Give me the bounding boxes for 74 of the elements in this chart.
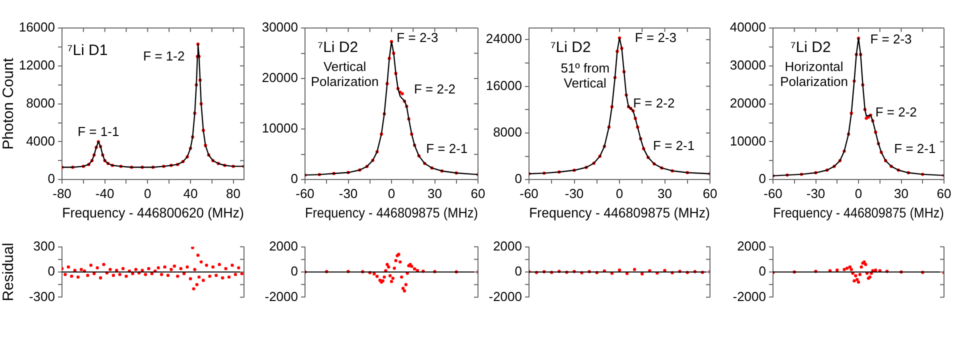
- annotation: F = 2-1: [894, 140, 936, 156]
- y-tick-label: 20000: [730, 95, 766, 110]
- x-tick-label: -60: [520, 186, 538, 201]
- annotation: Vertical Polarization: [310, 58, 379, 89]
- x-tick-label: 60: [702, 186, 718, 201]
- x-axis-title: Frequency - 446800620 (MHz): [62, 205, 244, 221]
- x-tick-label: -60: [764, 186, 782, 201]
- y-tick-label: -2000: [488, 288, 522, 304]
- y-tick-label: 0: [48, 171, 55, 186]
- y-tick-label: 0: [514, 264, 522, 279]
- y-tick-label: 0: [290, 264, 298, 279]
- x-tick-label: 0: [144, 186, 152, 201]
- x-tick-label: 30: [894, 186, 908, 201]
- y-tick-label: 10000: [262, 120, 298, 136]
- annotation: ⁷Li D2: [318, 38, 358, 56]
- y-tick-label: 0: [48, 264, 55, 279]
- y-tick-label: 12000: [18, 57, 55, 72]
- x-tick-label: -30: [338, 186, 358, 201]
- annotation: Horizontal Polarization: [780, 58, 848, 89]
- y-tick-label: -2000: [264, 288, 298, 304]
- annotation: ⁷Li D1: [67, 42, 108, 59]
- x-tick-label: -40: [95, 186, 114, 201]
- y-tick-label: 40000: [730, 20, 766, 35]
- x-axis-title: Frequency - 446809875 (MHz): [773, 204, 944, 221]
- x-tick-label: 30: [428, 186, 442, 201]
- y-tick-label: 0: [758, 264, 766, 279]
- annotation: ⁷Li D2: [550, 38, 591, 56]
- x-axis-title: Frequency - 446809875 (MHz): [305, 204, 478, 221]
- x-tick-label: 40: [183, 186, 198, 201]
- annotation: F = 2-3: [870, 32, 912, 47]
- y-tick-label: 8000: [493, 124, 522, 140]
- y-tick-label: 20000: [262, 70, 298, 86]
- y-axis-title: Residual: [0, 242, 18, 302]
- y-tick-label: 30000: [262, 20, 298, 35]
- y-tick-label: 24000: [486, 31, 522, 46]
- y-tick-label: 4000: [26, 133, 55, 148]
- x-tick-label: -30: [564, 186, 584, 201]
- x-tick-label: 80: [226, 186, 241, 201]
- y-tick-label: 2000: [493, 238, 522, 254]
- y-tick-label: 8000: [26, 95, 55, 110]
- annotation: F = 1-2: [143, 48, 185, 64]
- y-tick-label: 16000: [18, 20, 55, 35]
- y-tick-label: 30000: [730, 57, 766, 72]
- annotation: F = 1-1: [78, 124, 120, 140]
- annotation: F = 2-2: [875, 104, 917, 120]
- x-tick-label: 60: [936, 186, 952, 201]
- x-tick-label: 0: [388, 186, 396, 201]
- y-tick-label: 0: [758, 171, 766, 186]
- x-axis-title: Frequency - 446809875 (MHz): [529, 205, 710, 221]
- y-tick-label: -300: [28, 288, 55, 304]
- y-tick-label: 2000: [737, 238, 766, 254]
- annotation: F = 2-1: [653, 138, 695, 153]
- x-tick-label: -30: [806, 186, 826, 201]
- x-tick-label: -80: [52, 186, 72, 201]
- annotation: ⁷Li D2: [790, 38, 831, 56]
- annotation: F = 2-3: [634, 30, 676, 46]
- y-tick-label: 300: [33, 238, 55, 254]
- annotation: F = 2-1: [426, 140, 468, 156]
- x-tick-label: 30: [658, 186, 672, 201]
- annotation: F = 2-3: [396, 30, 438, 46]
- y-tick-label: -2000: [732, 288, 766, 304]
- y-tick-label: 16000: [486, 78, 522, 93]
- annotation: 51º from Vertical: [560, 60, 610, 91]
- annotation: F = 2-2: [414, 82, 456, 97]
- x-tick-label: 0: [616, 186, 624, 201]
- y-tick-label: 0: [290, 171, 298, 186]
- annotation: F = 2-2: [633, 95, 675, 110]
- y-axis-title: Photon Count: [0, 57, 18, 150]
- y-tick-label: 0: [514, 171, 522, 186]
- y-tick-label: 10000: [730, 133, 766, 148]
- x-tick-label: 0: [854, 186, 862, 201]
- y-tick-label: 2000: [269, 238, 298, 254]
- x-tick-label: -60: [296, 186, 314, 201]
- x-tick-label: 60: [470, 186, 486, 201]
